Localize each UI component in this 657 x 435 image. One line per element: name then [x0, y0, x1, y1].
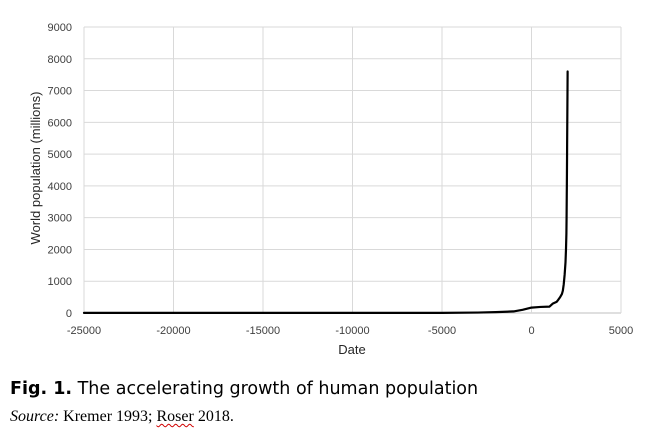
y-tick-label: 2000: [48, 244, 72, 256]
figure-label: Fig. 1.: [10, 379, 73, 399]
figure-caption-text: The accelerating growth of human populat…: [72, 379, 479, 399]
y-tick-label: 5000: [48, 149, 72, 161]
x-tick-label: -10000: [335, 325, 369, 337]
population-line: [82, 70, 569, 314]
y-tick-labels: 0 1000 2000 3000 4000 5000 6000 7000 8000 9000: [48, 22, 72, 320]
x-tick-label: 5000: [609, 325, 633, 337]
y-tick-label: 7000: [48, 86, 72, 98]
x-axis-title: Date: [338, 342, 365, 357]
y-tick-label: 6000: [48, 117, 72, 129]
x-tick-label: -20000: [156, 325, 190, 337]
y-tick-label: 1000: [48, 276, 72, 288]
series-layer: [82, 70, 569, 314]
figure-caption: Fig. 1. The accelerating growth of human…: [10, 379, 478, 399]
spellcheck-flagged-word: Roser: [156, 408, 194, 425]
y-tick-label: 3000: [48, 213, 72, 225]
x-tick-label: 0: [528, 325, 534, 337]
gridlines: [83, 26, 622, 314]
y-tick-label: 9000: [48, 22, 72, 34]
source-text-after: 2018.: [193, 408, 234, 425]
x-tick-label: -15000: [246, 325, 280, 337]
y-tick-label: 0: [66, 308, 72, 320]
source-text-before: Kremer 1993;: [59, 408, 157, 425]
x-tick-label: -25000: [67, 325, 101, 337]
y-axis-title: World population (millions): [28, 92, 43, 245]
y-tick-label: 8000: [48, 54, 72, 66]
population-chart: 0 1000 2000 3000 4000 5000 6000 7000 8000 9000 -2…: [28, 22, 633, 357]
x-tick-labels: -25000 -20000 -15000 -10000 -5000 0 5000: [67, 325, 633, 337]
y-tick-label: 4000: [48, 181, 72, 193]
x-tick-label: -5000: [428, 325, 456, 337]
source-line: Source: Kremer 1993; Roser 2018.: [10, 408, 234, 426]
source-label: Source:: [10, 408, 60, 425]
